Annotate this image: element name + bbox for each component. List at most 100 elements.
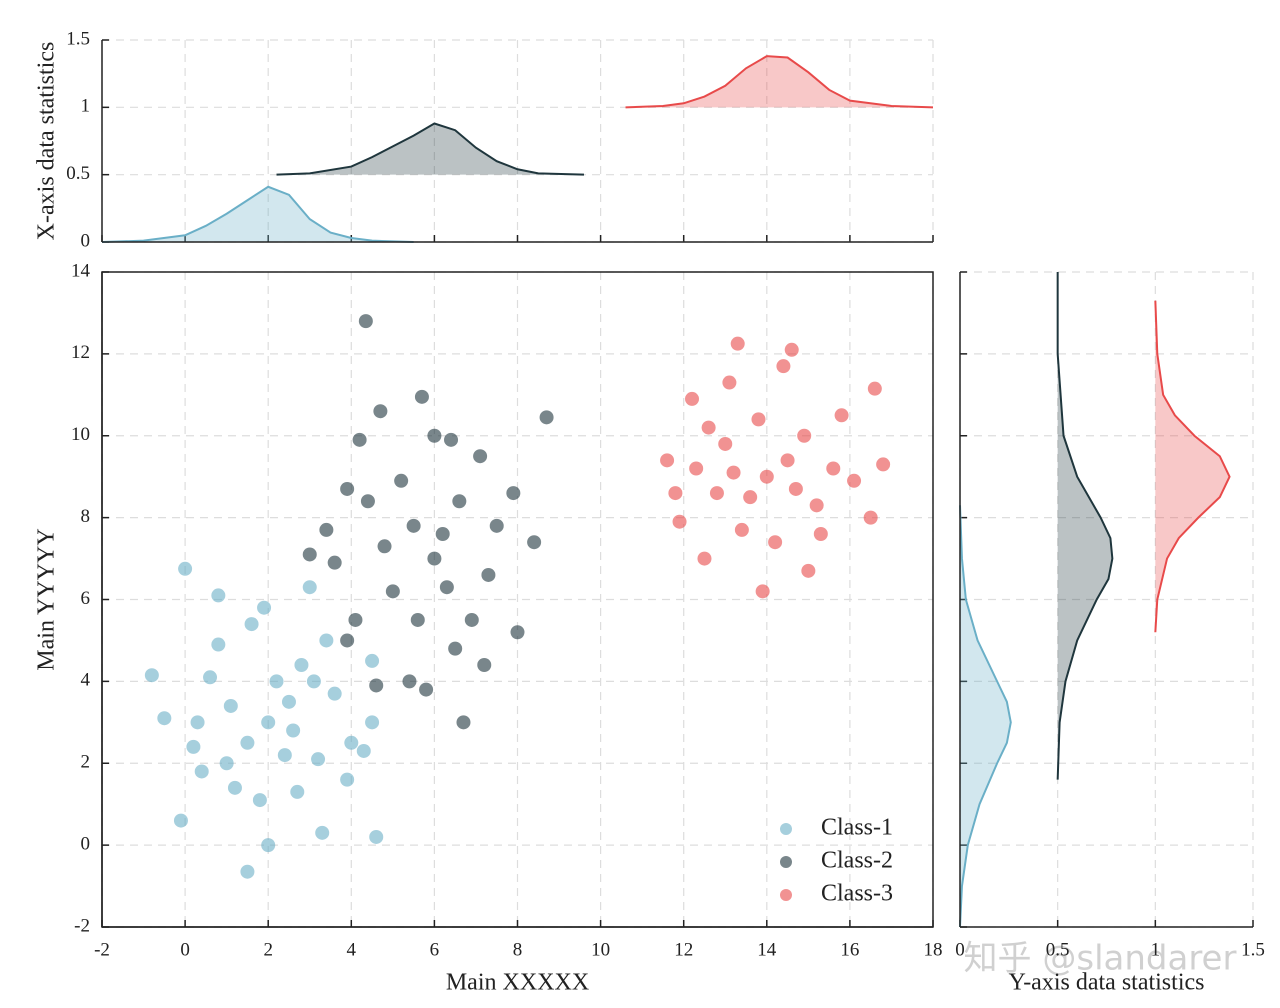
area-fill — [102, 186, 414, 242]
x-tick-label: 10 — [591, 939, 610, 960]
scatter-point — [327, 555, 342, 570]
scatter-point — [439, 580, 454, 595]
area-fill — [276, 123, 584, 175]
scatter-point — [668, 486, 683, 501]
scatter-point — [797, 428, 812, 443]
x-tick-label: 4 — [347, 939, 357, 960]
scatter-point — [385, 584, 400, 599]
scatter-point — [489, 518, 504, 533]
scatter-point — [327, 686, 342, 701]
y-tick-label: 2 — [81, 752, 91, 773]
x-tick-label: 6 — [430, 939, 440, 960]
x-tick-label: 16 — [840, 939, 859, 960]
scatter-point — [244, 617, 259, 632]
legend-label: Class-2 — [821, 848, 893, 874]
scatter-point — [847, 473, 862, 488]
y-tick-label: -2 — [74, 915, 90, 936]
legend-marker — [780, 889, 792, 901]
area-fill — [960, 505, 1011, 927]
scatter-point — [319, 633, 334, 648]
scatter-point — [685, 391, 700, 406]
density-line — [959, 505, 1012, 928]
scatter-point — [452, 494, 467, 509]
y-tick-label: 0 — [81, 833, 91, 854]
scatter-point — [780, 453, 795, 468]
density-line — [625, 55, 934, 109]
area-fill — [1155, 300, 1230, 633]
y-axis-label: Main YYYYY — [34, 528, 60, 670]
scatter-point — [709, 486, 724, 501]
scatter-point — [281, 694, 296, 709]
x-tick-label: 0 — [180, 939, 190, 960]
scatter-point — [419, 682, 434, 697]
y-tick-label: 8 — [81, 506, 91, 527]
scatter-point — [319, 522, 334, 537]
scatter-point — [340, 481, 355, 496]
scatter-point — [477, 658, 492, 672]
scatter-point — [726, 465, 741, 480]
scatter-point — [269, 674, 284, 689]
scatter-point — [240, 735, 255, 750]
scatter-point — [734, 522, 749, 537]
scatter-point — [527, 535, 542, 550]
scatter-point — [144, 668, 159, 683]
scatter-point — [539, 410, 554, 425]
scatter-point — [701, 420, 716, 435]
scatter-point — [352, 432, 367, 447]
scatter-point — [261, 715, 276, 730]
x-tick-label: 1 — [1151, 939, 1161, 960]
y-tick-label: 0.5 — [66, 163, 90, 184]
x-tick-label: 2 — [263, 939, 273, 960]
scatter-point — [369, 678, 384, 693]
scatter-point — [730, 336, 745, 351]
scatter-point — [788, 481, 803, 496]
y-tick-label: 12 — [71, 342, 90, 363]
scatter-point — [784, 342, 799, 357]
y-tick-label: 1.5 — [66, 28, 90, 49]
scatter-point — [444, 432, 459, 447]
scatter-point — [240, 864, 255, 879]
x-tick-label: 18 — [924, 939, 943, 960]
scatter-point — [365, 653, 380, 668]
density-line — [1056, 272, 1114, 780]
scatter-point — [186, 739, 201, 754]
legend-label: Class-3 — [821, 881, 893, 907]
scatter-point — [813, 527, 828, 541]
scatter-point — [402, 674, 417, 689]
x-tick-label: 8 — [513, 939, 523, 960]
scatter-point — [743, 490, 758, 505]
x-tick-label: -2 — [94, 939, 110, 960]
scatter-point — [369, 829, 384, 844]
scatter-point — [394, 473, 409, 488]
scatter-point — [867, 381, 882, 396]
scatter-point — [410, 612, 425, 627]
scatter-point — [219, 756, 234, 771]
scatter-point — [157, 711, 172, 726]
scatter-point — [876, 457, 891, 472]
scatter-point — [194, 764, 209, 779]
scatter-point — [809, 498, 824, 513]
scatter-point — [826, 461, 841, 476]
x-tick-label: 0 — [955, 939, 965, 960]
scatter-point — [755, 584, 770, 599]
scatter-point — [751, 412, 766, 427]
scatter-point — [190, 715, 205, 730]
scatter-point — [277, 748, 292, 763]
scatter-point — [257, 600, 272, 615]
scatter-point — [697, 551, 712, 566]
scatter-point — [360, 494, 375, 509]
x-tick-label: 12 — [674, 939, 693, 960]
scatter-point — [348, 612, 363, 627]
scatter-point — [427, 428, 442, 443]
scatter-point — [223, 698, 238, 713]
scatter-point — [227, 780, 242, 795]
scatter-point — [759, 469, 774, 484]
scatter-point — [834, 408, 849, 423]
scatter-point — [302, 547, 317, 562]
area-fill — [1057, 272, 1113, 780]
scatter-point — [718, 436, 733, 451]
scatter-point — [358, 314, 373, 329]
scatter-point — [863, 510, 878, 525]
scatter-point — [315, 825, 330, 840]
